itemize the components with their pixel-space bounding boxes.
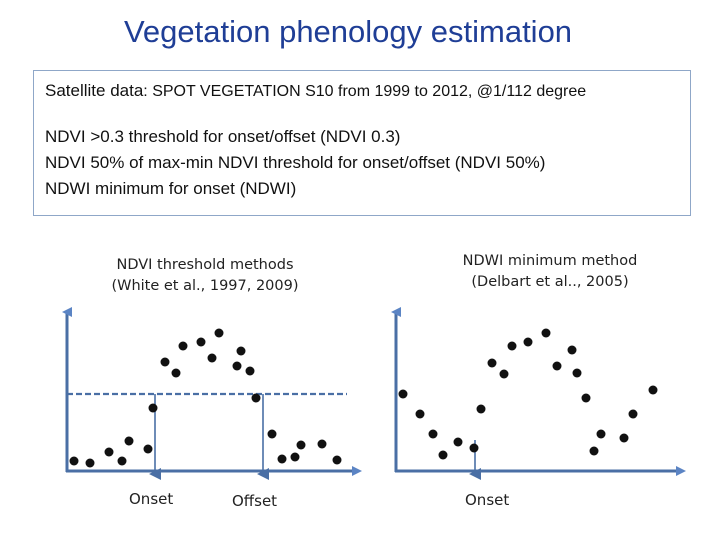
right-caption: NDWI minimum method (Delbart et al.., 20… <box>440 251 660 293</box>
right-point <box>507 341 517 351</box>
method-item-ndvi-50: NDVI 50% of max-min NDVI threshold for o… <box>45 153 546 172</box>
left-point <box>245 366 255 376</box>
right-point <box>476 404 486 414</box>
right-points <box>398 328 658 460</box>
left-points <box>69 328 342 468</box>
satellite-label: Satellite data <box>45 81 144 100</box>
right-onset-label: Onset <box>465 491 510 509</box>
left-point <box>143 444 153 454</box>
method-item-ndvi-03: NDVI >0.3 threshold for onset/offset (ND… <box>45 127 401 146</box>
left-point <box>124 436 134 446</box>
info-box: Satellite data: SPOT VEGETATION S10 from… <box>33 70 691 216</box>
method-item-ndwi: NDWI minimum for onset (NDWI) <box>45 179 297 198</box>
right-point <box>572 368 582 378</box>
right-point <box>581 393 591 403</box>
right-point <box>552 361 562 371</box>
left-point <box>267 429 277 439</box>
left-point <box>104 447 114 457</box>
left-point <box>148 403 158 413</box>
left-point <box>178 341 188 351</box>
left-point <box>85 458 95 468</box>
left-point <box>296 440 306 450</box>
satellite-text: : SPOT VEGETATION S10 from 1999 to 2012,… <box>143 83 587 100</box>
left-offset-label: Offset <box>232 492 278 510</box>
left-point <box>277 454 287 464</box>
right-point <box>415 409 425 419</box>
left-point <box>69 456 79 466</box>
left-caption-line2: (White et al., 1997, 2009) <box>111 278 299 294</box>
right-point <box>619 433 629 443</box>
right-point <box>487 358 497 368</box>
right-caption-line1: NDWI minimum method <box>462 253 638 269</box>
methods-list: NDVI >0.3 threshold for onset/offset (ND… <box>45 124 545 202</box>
left-point <box>207 353 217 363</box>
left-caption: NDVI threshold methods (White et al., 19… <box>100 255 310 297</box>
right-point <box>438 450 448 460</box>
right-point <box>398 389 408 399</box>
right-point <box>589 446 599 456</box>
left-point <box>290 452 300 462</box>
right-point <box>596 429 606 439</box>
left-point <box>232 361 242 371</box>
left-caption-line1: NDVI threshold methods <box>116 257 294 273</box>
left-point <box>214 328 224 338</box>
left-point <box>196 337 206 347</box>
left-point <box>251 393 261 403</box>
right-point <box>567 345 577 355</box>
right-point <box>648 385 658 395</box>
left-point <box>117 456 127 466</box>
left-point <box>317 439 327 449</box>
left-point <box>332 455 342 465</box>
right-caption-line2: (Delbart et al.., 2005) <box>471 274 629 290</box>
right-point <box>453 437 463 447</box>
left-point <box>171 368 181 378</box>
right-point <box>469 443 479 453</box>
right-point <box>428 429 438 439</box>
right-point <box>541 328 551 338</box>
satellite-line: Satellite data: SPOT VEGETATION S10 from… <box>45 81 586 101</box>
right-point <box>499 369 509 379</box>
page-title: Vegetation phenology estimation <box>123 14 573 49</box>
right-point <box>628 409 638 419</box>
left-point <box>160 357 170 367</box>
right-point <box>523 337 533 347</box>
left-point <box>236 346 246 356</box>
left-onset-label: Onset <box>129 490 174 508</box>
